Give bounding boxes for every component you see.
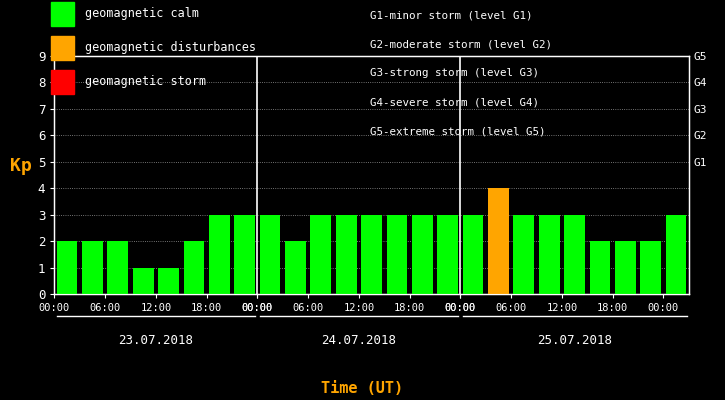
Bar: [310, 215, 331, 294]
Bar: [513, 215, 534, 294]
Bar: [57, 241, 78, 294]
Bar: [183, 241, 204, 294]
Bar: [209, 215, 230, 294]
Text: 24.07.2018: 24.07.2018: [321, 334, 397, 347]
Bar: [615, 241, 636, 294]
Text: geomagnetic calm: geomagnetic calm: [85, 8, 199, 20]
Bar: [158, 268, 179, 294]
Bar: [488, 188, 509, 294]
Bar: [386, 215, 407, 294]
Text: G2-moderate storm (level G2): G2-moderate storm (level G2): [370, 39, 552, 49]
Text: G5-extreme storm (level G5): G5-extreme storm (level G5): [370, 127, 545, 137]
Text: G1-minor storm (level G1): G1-minor storm (level G1): [370, 10, 532, 20]
Bar: [82, 241, 103, 294]
Bar: [412, 215, 433, 294]
Text: 25.07.2018: 25.07.2018: [537, 334, 612, 347]
Bar: [260, 215, 281, 294]
Bar: [437, 215, 458, 294]
Bar: [564, 215, 585, 294]
Bar: [107, 241, 128, 294]
Bar: [361, 215, 382, 294]
Text: Time (UT): Time (UT): [321, 381, 404, 396]
Bar: [666, 215, 687, 294]
Bar: [463, 215, 484, 294]
Y-axis label: Kp: Kp: [10, 157, 32, 175]
Bar: [539, 215, 560, 294]
Text: G3-strong storm (level G3): G3-strong storm (level G3): [370, 68, 539, 78]
Bar: [285, 241, 306, 294]
Text: G4-severe storm (level G4): G4-severe storm (level G4): [370, 98, 539, 108]
Bar: [640, 241, 661, 294]
Bar: [234, 215, 255, 294]
Bar: [336, 215, 357, 294]
Text: 23.07.2018: 23.07.2018: [118, 334, 194, 347]
Bar: [589, 241, 610, 294]
Bar: [133, 268, 154, 294]
Text: geomagnetic storm: geomagnetic storm: [85, 76, 206, 88]
Text: geomagnetic disturbances: geomagnetic disturbances: [85, 42, 256, 54]
